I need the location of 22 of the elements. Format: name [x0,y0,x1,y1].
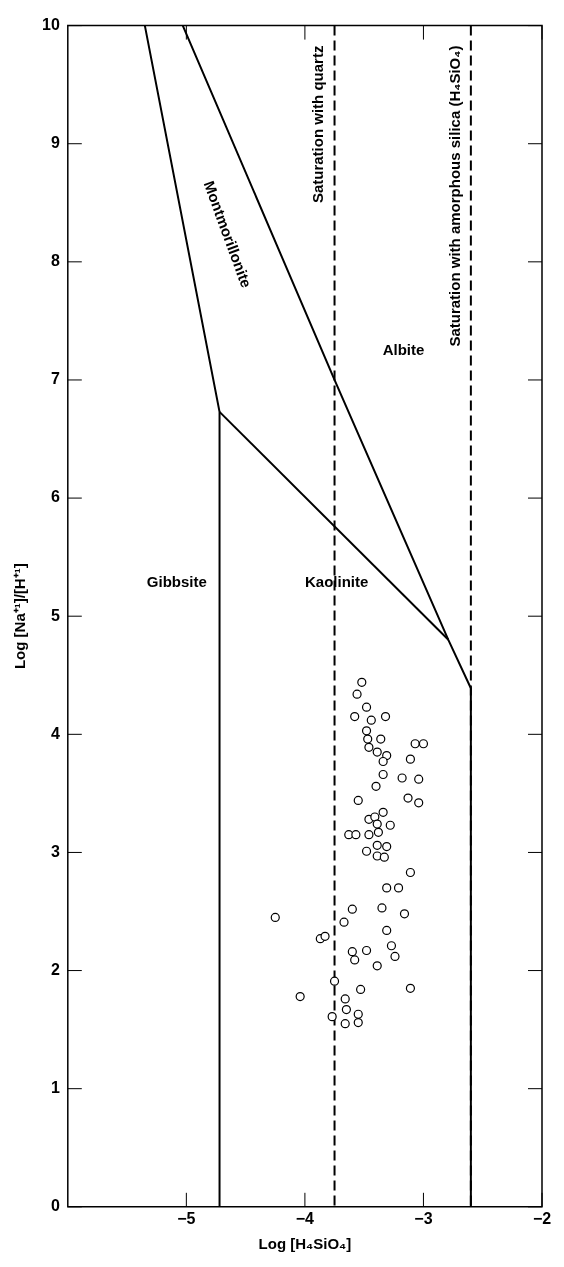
annotation: Kaolinite [305,573,369,591]
ref-line-label: Saturation with quartz [309,45,327,204]
y-tick-label: 7 [50,370,60,388]
y-tick-label: 6 [50,488,60,506]
y-axis-title: Log [Na⁺¹]/[H⁺¹] [11,563,29,670]
y-tick-label: 1 [50,1079,60,1097]
x-tick-label: −3 [414,1209,433,1227]
y-tick-label: 8 [50,252,60,270]
y-tick-label: 2 [50,960,60,978]
y-tick-label: 5 [50,606,60,624]
y-tick-label: 0 [50,1197,60,1215]
y-tick-label: 9 [50,134,60,152]
y-tick-label: 4 [50,724,60,742]
y-tick-label: 10 [42,16,60,34]
x-tick-label: −5 [177,1209,196,1227]
y-tick-label: 3 [50,842,60,860]
x-tick-label: −4 [295,1209,315,1227]
annotation: Albite [382,340,425,358]
x-axis-title: Log [H₄SiO₄] [258,1235,352,1253]
ref-line-label: Saturation with amorphous silica (H₄SiO₄) [445,45,463,347]
annotation: Gibbsite [146,573,207,591]
x-tick-label: −2 [532,1209,552,1227]
